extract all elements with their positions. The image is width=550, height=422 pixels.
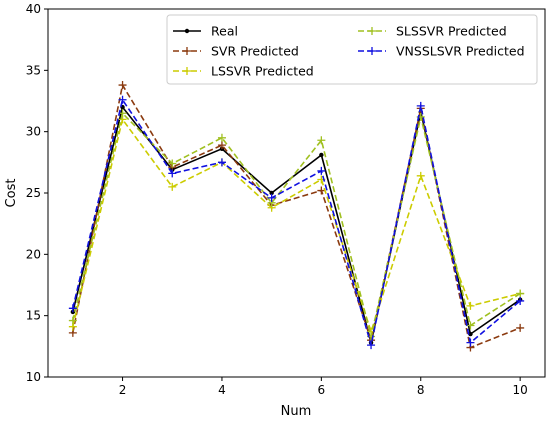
data-point xyxy=(317,166,326,175)
legend-label-slssvr-predicted: SLSSVR Predicted xyxy=(396,24,507,39)
x-axis-label: Num xyxy=(281,404,312,419)
legend-marker xyxy=(183,67,191,75)
series-vnsslsvr-predicted xyxy=(68,95,525,350)
data-point xyxy=(516,323,525,332)
y-tick-label: 40 xyxy=(26,2,41,16)
data-point xyxy=(168,169,177,178)
data-point xyxy=(217,133,226,142)
series-lssvr-predicted xyxy=(68,115,525,336)
data-point xyxy=(466,338,475,347)
x-tick-label: 6 xyxy=(318,383,326,397)
data-point xyxy=(168,182,177,191)
y-tick-label: 25 xyxy=(26,186,41,200)
data-point xyxy=(317,186,326,195)
legend: Real SVR Predicted LSSVR Predicted SLSSVR P… xyxy=(166,14,538,85)
y-axis-label: Cost xyxy=(4,179,19,208)
series-line-vnsslsvr-predicted xyxy=(72,97,521,346)
data-point xyxy=(516,296,525,305)
data-point xyxy=(168,159,177,168)
series-line-lssvr-predicted xyxy=(72,117,521,335)
legend-box xyxy=(166,14,538,85)
legend-marker xyxy=(368,47,376,55)
data-point xyxy=(319,152,324,158)
y-tick-label: 35 xyxy=(26,63,41,77)
data-point xyxy=(516,289,525,298)
legend-label-svr-predicted: SVR Predicted xyxy=(211,44,299,59)
legend-label-real: Real xyxy=(211,24,238,39)
series-svr-predicted xyxy=(68,81,525,352)
data-point xyxy=(217,141,226,150)
ticks-layer: 2 4 6 8 10 10 15 20 25 30 35 40 xyxy=(26,2,528,397)
x-tick-label: 10 xyxy=(513,383,528,397)
y-tick-label: 30 xyxy=(26,125,41,139)
data-point xyxy=(468,331,473,337)
legend-marker xyxy=(183,47,191,55)
data-point xyxy=(217,158,226,167)
data-point xyxy=(68,316,77,325)
data-point xyxy=(317,136,326,145)
y-tick-label: 15 xyxy=(26,309,41,323)
series-layer xyxy=(68,81,525,352)
legend-label-vnsslsvr-predicted: VNSSLSVR Predicted xyxy=(396,44,525,59)
data-point xyxy=(367,341,376,350)
data-point xyxy=(416,171,425,180)
data-point xyxy=(118,95,127,104)
legend-marker xyxy=(184,28,190,34)
x-tick-label: 4 xyxy=(218,383,226,397)
series-line-real xyxy=(72,105,521,343)
legend-marker xyxy=(368,27,376,35)
series-slssvr-predicted xyxy=(68,109,525,341)
data-point xyxy=(466,301,475,310)
y-tick-label: 10 xyxy=(26,370,41,384)
data-point xyxy=(466,321,475,330)
data-point xyxy=(267,193,276,202)
data-point xyxy=(68,304,77,313)
data-point xyxy=(416,101,425,110)
x-tick-label: 2 xyxy=(119,383,127,397)
data-point xyxy=(269,190,274,196)
x-tick-label: 8 xyxy=(417,383,425,397)
series-line-slssvr-predicted xyxy=(72,111,521,337)
data-point xyxy=(118,81,127,90)
legend-label-lssvr-predicted: LSSVR Predicted xyxy=(211,64,314,79)
y-tick-label: 20 xyxy=(26,247,41,261)
